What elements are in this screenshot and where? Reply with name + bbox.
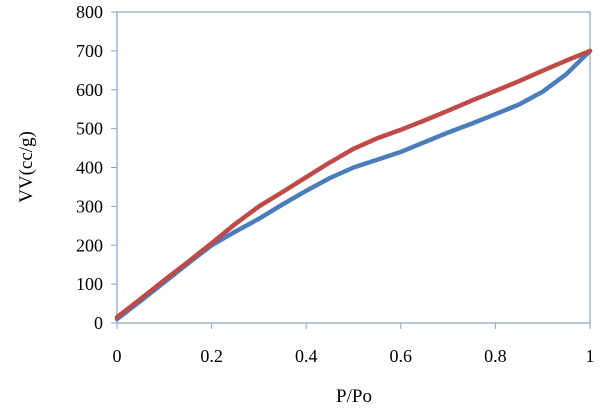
x-axis-title: P/Po	[336, 386, 372, 407]
x-tick-label: 1	[586, 346, 595, 366]
y-tick-label: 0	[94, 313, 103, 333]
y-tick-label: 400	[76, 158, 103, 178]
y-tick-label: 500	[76, 119, 103, 139]
x-tick-label: 0.6	[390, 346, 413, 366]
series-line-1	[114, 48, 593, 322]
y-tick-label: 200	[76, 235, 103, 255]
y-tick-label: 700	[76, 41, 103, 61]
y-axis-title: VV(cc/g)	[16, 131, 37, 203]
y-tick-label: 600	[76, 80, 103, 100]
x-tick-label: 0.4	[295, 346, 318, 366]
y-tick-label: 800	[76, 2, 103, 22]
y-tick-label: 100	[76, 274, 103, 294]
x-tick-label: 0.8	[484, 346, 507, 366]
y-tick-label: 300	[76, 196, 103, 216]
x-tick-label: 0.2	[200, 346, 223, 366]
series-line-2	[114, 48, 593, 320]
x-tick-label: 0	[113, 346, 122, 366]
